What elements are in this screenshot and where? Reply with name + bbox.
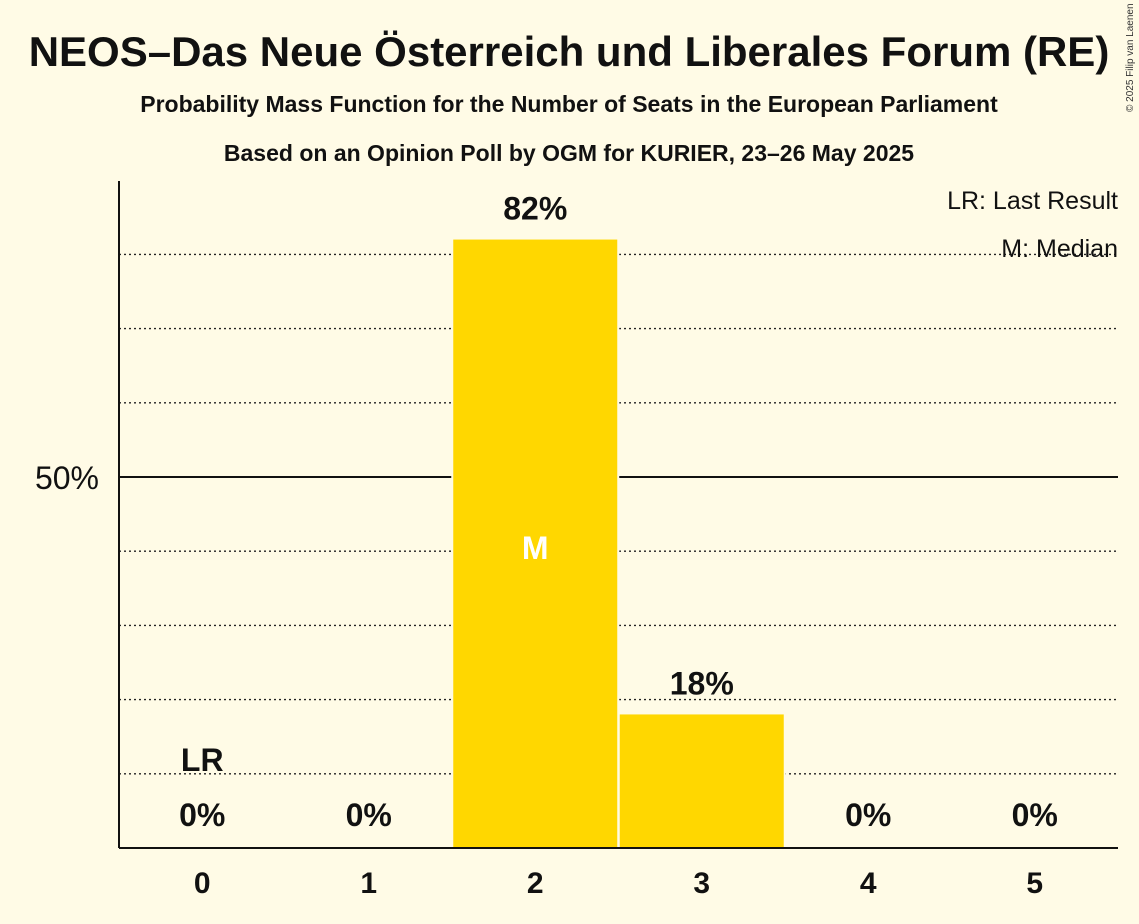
legend-last-result: LR: Last Result (947, 187, 1118, 215)
bar-3 (619, 714, 784, 848)
chart-subtitle: Probability Mass Function for the Number… (140, 91, 998, 117)
y-tick-label-50: 50% (35, 460, 99, 496)
median-marker: M (522, 530, 549, 566)
chart-subtitle-poll: Based on an Opinion Poll by OGM for KURI… (224, 140, 914, 166)
gridlines (119, 253, 1118, 775)
last-result-marker: LR (181, 742, 224, 778)
x-tick-label-0: 0 (194, 867, 211, 900)
data-label-4: 0% (845, 797, 891, 833)
x-tick-label-3: 3 (693, 867, 710, 900)
data-label-2: 82% (503, 191, 567, 227)
x-tick-label-2: 2 (527, 867, 544, 900)
bar-2 (453, 239, 618, 848)
data-labels: 0% LR 0% 82% M 18% 0% 0% (179, 191, 1058, 833)
x-tick-label-5: 5 (1026, 867, 1043, 900)
chart-title: NEOS–Das Neue Österreich und Liberales F… (29, 28, 1110, 75)
copyright-notice: © 2025 Filip van Laenen (1125, 3, 1136, 112)
x-tick-label-4: 4 (860, 867, 877, 900)
x-tick-label-1: 1 (360, 867, 377, 900)
data-label-5: 0% (1012, 797, 1058, 833)
legend-median: M: Median (1001, 235, 1118, 263)
bars (451, 237, 786, 848)
data-label-1: 0% (346, 797, 392, 833)
data-label-3: 18% (670, 665, 734, 701)
axes: 50% 0 1 2 3 4 5 (35, 181, 1118, 900)
data-label-0: 0% (179, 797, 225, 833)
